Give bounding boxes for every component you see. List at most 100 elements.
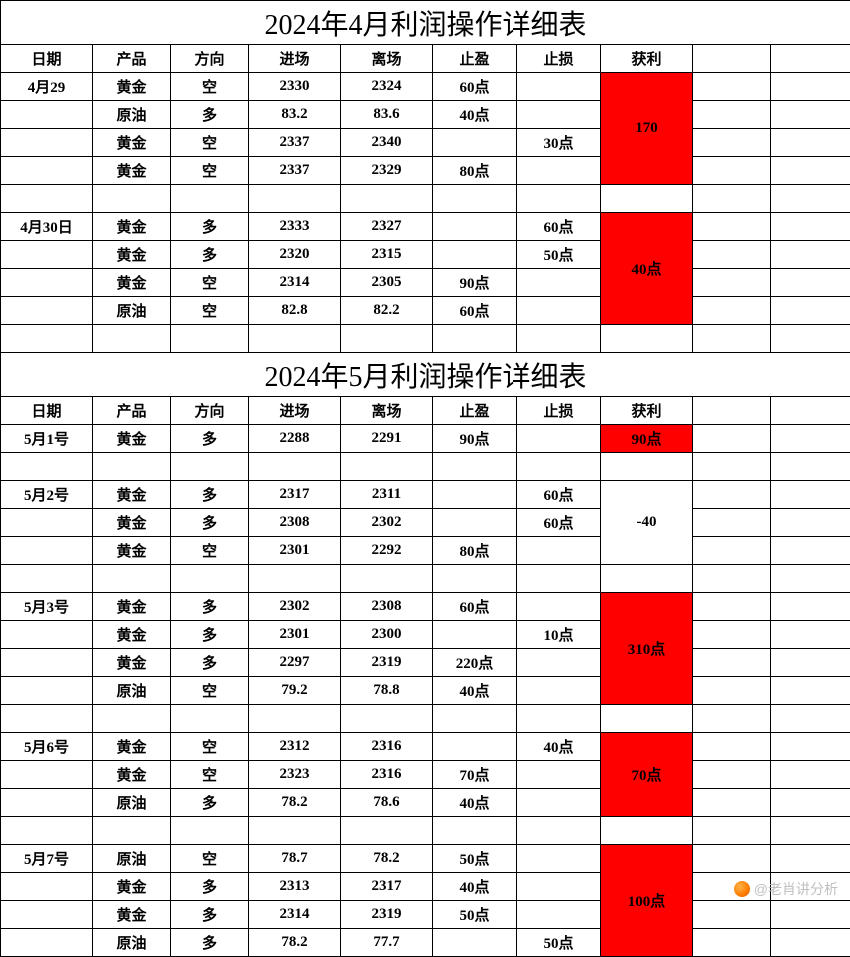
cell [693, 425, 771, 453]
col-header-1: 产品 [93, 397, 171, 425]
cell [1, 101, 93, 129]
cell: 多 [171, 901, 249, 929]
cell [771, 509, 850, 537]
section-title: 2024年4月利润操作详细表 [1, 1, 850, 45]
col-header-4: 离场 [341, 397, 433, 425]
cell: 多 [171, 481, 249, 509]
profit-table: 2024年4月利润操作详细表日期产品方向进场离场止盈止损获利4月29黄金空233… [0, 0, 850, 957]
cell [693, 649, 771, 677]
cell: 空 [171, 269, 249, 297]
cell [1, 649, 93, 677]
profit-cell: 70点 [601, 733, 693, 817]
cell [693, 621, 771, 649]
col-header-0: 日期 [1, 45, 93, 73]
cell [517, 901, 601, 929]
col-header-6: 止损 [517, 45, 601, 73]
cell: 78.7 [249, 845, 341, 873]
cell [693, 761, 771, 789]
cell: 2316 [341, 761, 433, 789]
cell: 80点 [433, 537, 517, 565]
cell [771, 929, 850, 957]
cell: 2329 [341, 157, 433, 185]
cell [1, 901, 93, 929]
cell [771, 593, 850, 621]
cell: 60点 [517, 213, 601, 241]
cell [693, 157, 771, 185]
cell: 5月7号 [1, 845, 93, 873]
cell: 5月3号 [1, 593, 93, 621]
cell: 多 [171, 649, 249, 677]
cell [433, 481, 517, 509]
cell: 多 [171, 929, 249, 957]
col-header-2: 方向 [171, 45, 249, 73]
cell: 空 [171, 537, 249, 565]
cell: 79.2 [249, 677, 341, 705]
cell [693, 733, 771, 761]
cell [1, 537, 93, 565]
cell: 82.8 [249, 297, 341, 325]
cell [771, 481, 850, 509]
cell: 60点 [433, 593, 517, 621]
cell: 黄金 [93, 129, 171, 157]
watermark-text: @老肖讲分析 [754, 879, 838, 899]
cell: 2302 [249, 593, 341, 621]
cell: 多 [171, 593, 249, 621]
cell: 60点 [433, 73, 517, 101]
cell: 黄金 [93, 425, 171, 453]
col-header-2: 方向 [171, 397, 249, 425]
cell [433, 621, 517, 649]
cell: 2291 [341, 425, 433, 453]
cell [1, 129, 93, 157]
cell: 10点 [517, 621, 601, 649]
cell: 77.7 [341, 929, 433, 957]
cell: 2302 [341, 509, 433, 537]
cell [771, 297, 850, 325]
cell: 5月2号 [1, 481, 93, 509]
cell [1, 761, 93, 789]
cell: 78.6 [341, 789, 433, 817]
col-header-4: 离场 [341, 45, 433, 73]
cell [771, 157, 850, 185]
cell: 40点 [433, 101, 517, 129]
cell: 82.2 [341, 297, 433, 325]
cell: 90点 [433, 269, 517, 297]
profit-cell: 310点 [601, 593, 693, 705]
col-header-3: 进场 [249, 45, 341, 73]
cell: 78.2 [341, 845, 433, 873]
cell [771, 677, 850, 705]
cell: 多 [171, 213, 249, 241]
col-header-3: 进场 [249, 397, 341, 425]
cell: 2340 [341, 129, 433, 157]
col-header-8 [693, 45, 771, 73]
cell: 50点 [517, 241, 601, 269]
cell: 2313 [249, 873, 341, 901]
cell: 多 [171, 425, 249, 453]
cell: 80点 [433, 157, 517, 185]
cell [693, 73, 771, 101]
cell [693, 129, 771, 157]
cell [433, 129, 517, 157]
col-header-7: 获利 [601, 397, 693, 425]
cell: 黄金 [93, 481, 171, 509]
cell: 50点 [433, 901, 517, 929]
cell [517, 537, 601, 565]
col-header-5: 止盈 [433, 397, 517, 425]
cell: 2315 [341, 241, 433, 269]
cell [433, 213, 517, 241]
cell [517, 649, 601, 677]
col-header-9 [771, 397, 850, 425]
cell [771, 73, 850, 101]
cell: 多 [171, 509, 249, 537]
cell: 4月29 [1, 73, 93, 101]
col-header-1: 产品 [93, 45, 171, 73]
cell [1, 157, 93, 185]
profit-cell: -40 [601, 481, 693, 565]
cell: 原油 [93, 677, 171, 705]
cell [433, 509, 517, 537]
cell [517, 297, 601, 325]
cell: 黄金 [93, 509, 171, 537]
cell: 黄金 [93, 537, 171, 565]
cell: 黄金 [93, 73, 171, 101]
cell: 原油 [93, 845, 171, 873]
cell [517, 101, 601, 129]
